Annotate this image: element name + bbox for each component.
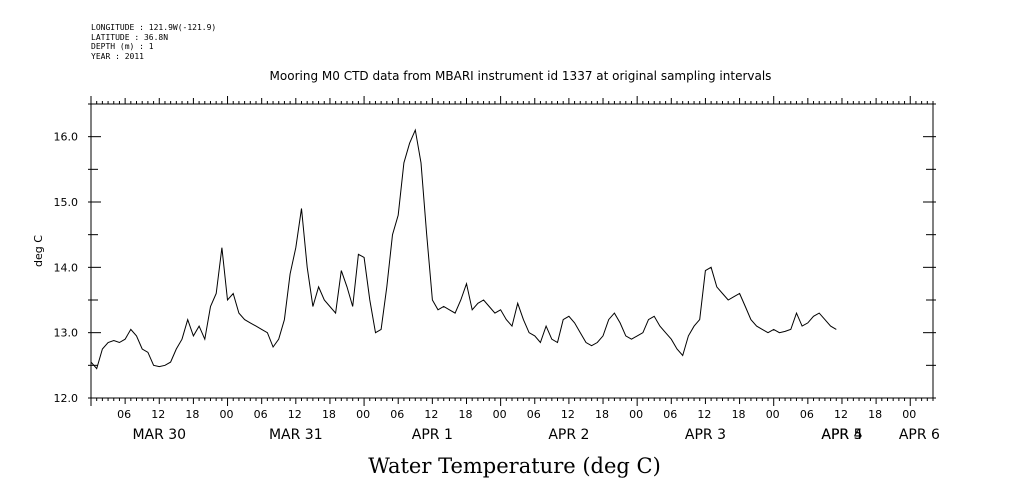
year-text: YEAR : 2011 <box>91 51 144 61</box>
metadata-block: LONGITUDE : 121.9W(-121.9) LATITUDE : 36… <box>91 23 216 61</box>
y-tick-label: 15.0 <box>54 196 79 209</box>
x-hour-label: 18 <box>185 408 199 421</box>
x-hour-label: 06 <box>390 408 404 421</box>
x-hour-label: 12 <box>424 408 438 421</box>
x-hour-label: 18 <box>595 408 609 421</box>
depth-text: DEPTH (m) : 1 <box>91 42 154 51</box>
x-hour-label: 12 <box>834 408 848 421</box>
y-axis-label: deg C <box>32 235 45 267</box>
y-tick-labels: 12.0 13.0 14.0 15.0 16.0 <box>54 131 79 405</box>
chart-title: Mooring M0 CTD data from MBARI instrumen… <box>269 69 772 83</box>
x-hour-label: 12 <box>561 408 575 421</box>
plot-frame <box>90 103 934 399</box>
longitude-text: LONGITUDE : 121.9W(-121.9) <box>91 23 217 32</box>
y-tick-label: 12.0 <box>54 392 79 405</box>
x-hour-label: 06 <box>254 408 268 421</box>
x-day-label: APR 2 <box>548 427 589 443</box>
x-hour-label: 12 <box>151 408 165 421</box>
water-temperature-line <box>90 128 837 370</box>
x-day-label: MAR 30 <box>132 427 186 443</box>
x-axis-title: Water Temperature (deg C) <box>368 454 661 478</box>
x-hour-label: 06 <box>117 408 131 421</box>
y-tick-label: 14.0 <box>54 261 79 274</box>
x-hour-label: 18 <box>732 408 746 421</box>
x-hour-label: 18 <box>868 408 882 421</box>
tick-marks <box>88 96 936 406</box>
x-hour-label: 18 <box>322 408 336 421</box>
x-day-label: APR 6 <box>899 427 940 443</box>
y-tick-label: 16.0 <box>54 131 79 144</box>
x-day-label: APR 4 <box>821 427 862 443</box>
x-hour-label: 06 <box>663 408 677 421</box>
x-hour-label: 00 <box>220 408 234 421</box>
x-hour-label: 06 <box>527 408 541 421</box>
x-hour-label: 12 <box>288 408 302 421</box>
x-hour-label: 06 <box>800 408 814 421</box>
x-hour-label: 00 <box>902 408 916 421</box>
x-hour-label: 00 <box>493 408 507 421</box>
latitude-text: LATITUDE : 36.8N <box>91 32 169 42</box>
x-hour-label: 18 <box>458 408 472 421</box>
x-day-label: MAR 31 <box>269 427 323 443</box>
x-day-label: APR 1 <box>412 427 453 443</box>
x-hour-label: 12 <box>697 408 711 421</box>
y-tick-label: 13.0 <box>54 327 79 340</box>
x-day-label: APR 5 <box>821 427 862 443</box>
x-hour-label: 00 <box>629 408 643 421</box>
x-hour-label: 00 <box>766 408 780 421</box>
x-tick-labels: 06 12 18 00 06 12 18 00 06 12 18 00 06 12 18 00 06 12 18 00… <box>117 408 940 443</box>
x-hour-label: 00 <box>356 408 370 421</box>
x-day-label: APR 3 <box>685 427 726 443</box>
